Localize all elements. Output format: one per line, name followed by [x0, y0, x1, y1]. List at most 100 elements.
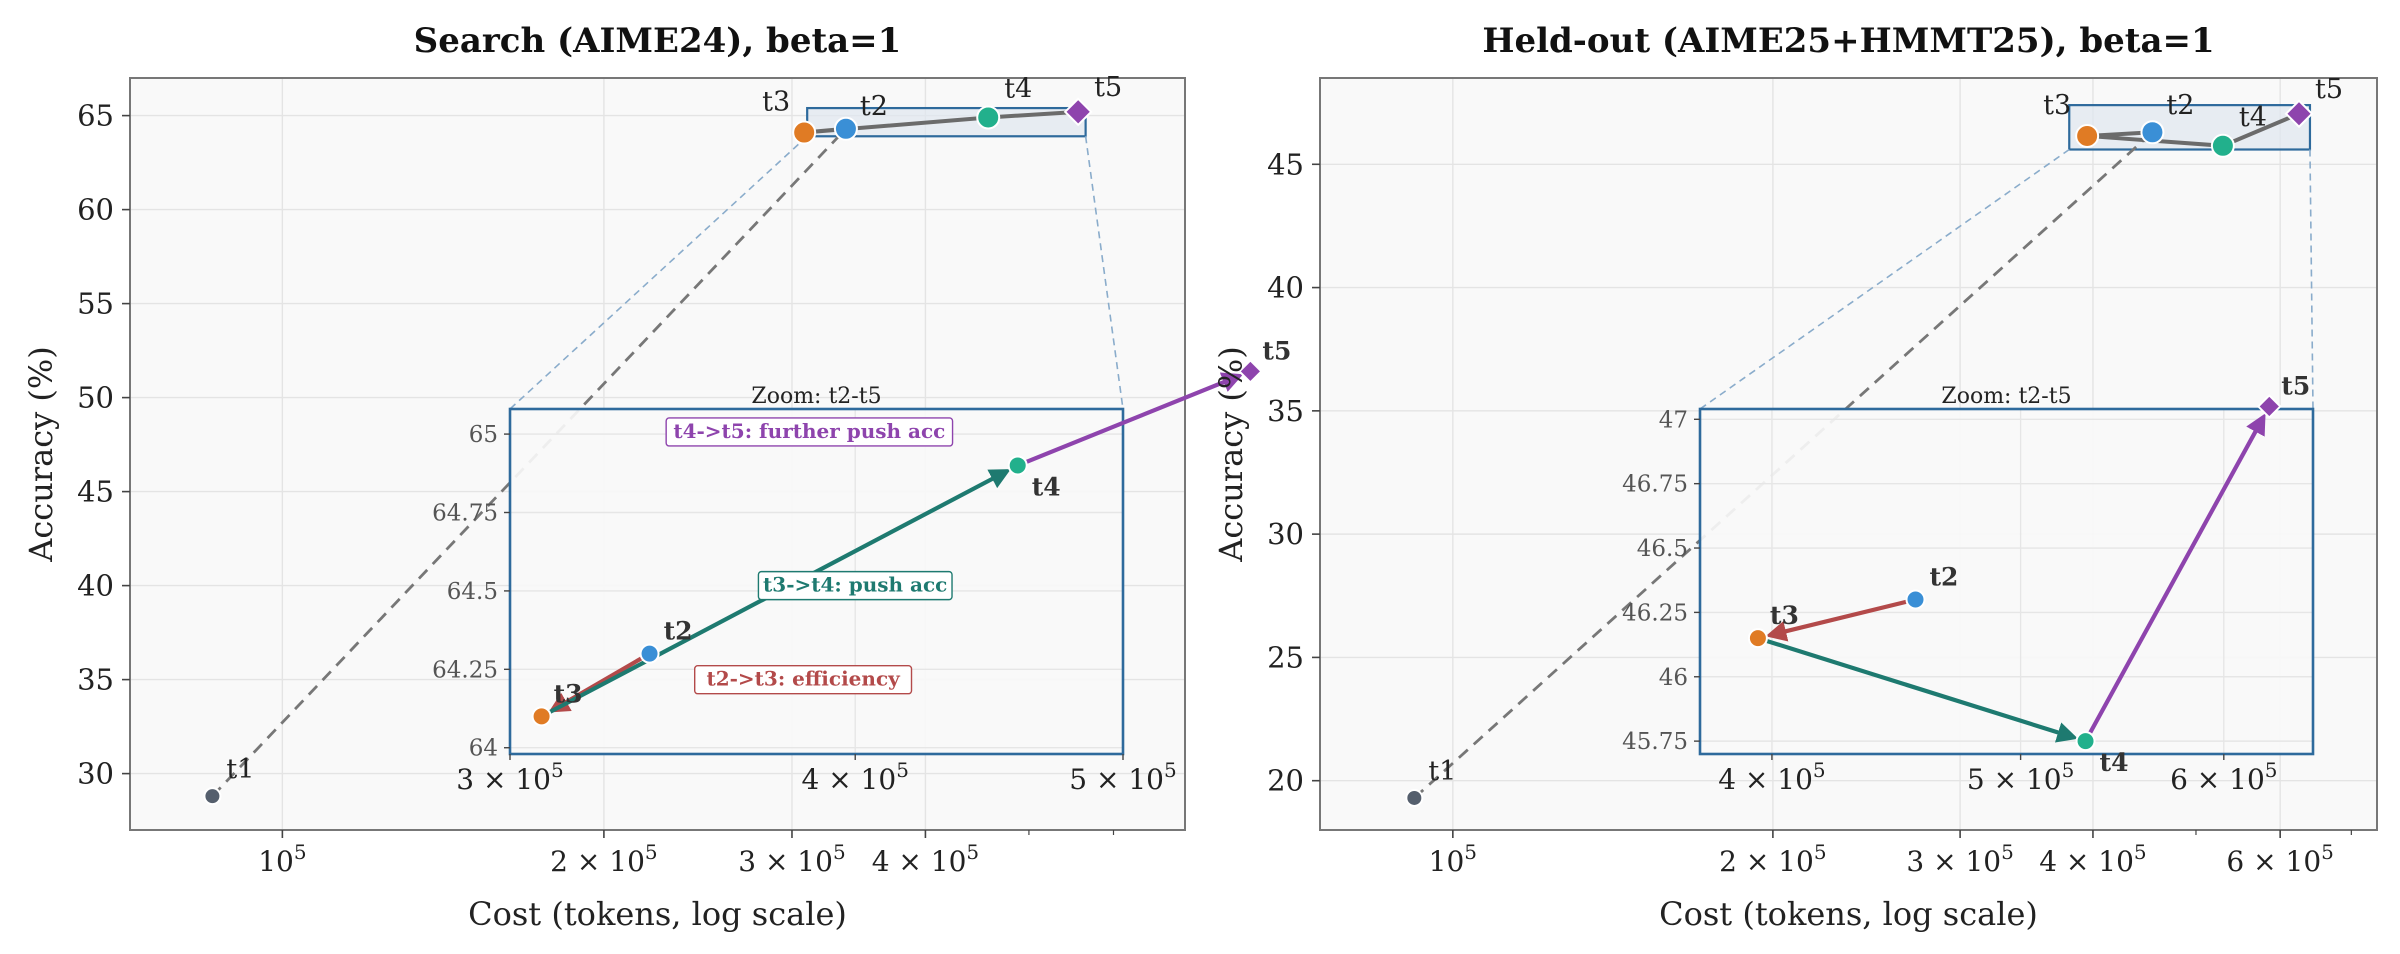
point-marker-t4	[2210, 133, 2235, 158]
point-marker-t1	[1405, 788, 1424, 807]
inset-frame	[1698, 407, 2315, 756]
inset-x-tick-label: 6 × 105	[2170, 758, 2277, 796]
y-tick-label: 35	[77, 663, 114, 697]
point-marker-t3	[792, 120, 817, 145]
zoom-connector-line	[1699, 148, 2070, 410]
annotation-label: t4->t5: further push acc	[673, 419, 945, 443]
inset-point-label-t5: t5	[2281, 371, 2310, 400]
inset-point-marker-t4	[1007, 455, 1028, 476]
x-tick-label: 3 × 105	[1906, 840, 2013, 878]
y-tick-label: 25	[1267, 640, 1304, 674]
point-marker-t3	[2075, 123, 2100, 148]
y-axis-label: Accuracy (%)	[1212, 346, 1250, 562]
inset-point-marker-t2	[1905, 589, 1926, 610]
inset-y-tick-label: 47	[1659, 407, 1688, 433]
point-label-t3: t3	[762, 87, 790, 118]
point-label-t1: t1	[226, 754, 254, 785]
axes-frame	[1319, 77, 2378, 831]
zoom-connector-line	[2309, 149, 2314, 410]
x-tick-label: 4 × 105	[2039, 840, 2146, 878]
inset-x-tick-label: 3 × 105	[456, 758, 563, 796]
inset-y-tick-label: 45.75	[1622, 729, 1688, 755]
inset-x-tick-label: 5 × 105	[1069, 758, 1176, 796]
axes-frame	[129, 77, 1186, 831]
inset-background	[1700, 409, 2313, 754]
y-tick-label: 40	[1267, 271, 1304, 305]
y-tick-label: 40	[77, 569, 114, 603]
point-label-t4: t4	[1004, 73, 1032, 104]
inset-point-marker-t5	[2256, 394, 2282, 419]
inset-y-tick-label: 46	[1659, 665, 1688, 691]
annotation-label: t2->t3: efficiency	[706, 667, 901, 691]
point-label-t3: t3	[2043, 90, 2071, 121]
point-label-t1: t1	[1428, 756, 1456, 787]
y-tick-label: 50	[77, 381, 114, 415]
inset-y-tick-label: 64.5	[447, 579, 498, 605]
point-label-t2: t2	[2166, 90, 2194, 121]
inset-y-tick-label: 46.75	[1622, 472, 1688, 498]
point-marker-t2	[833, 116, 858, 141]
y-tick-label: 60	[77, 193, 114, 227]
inset-point-marker-t5	[1237, 358, 1263, 384]
inset-y-tick-label: 46.5	[1637, 536, 1688, 562]
annotation-label: t3->t4: push acc	[763, 573, 947, 597]
x-tick-label: 2 × 105	[1719, 840, 1826, 878]
x-tick-label: 4 × 105	[872, 840, 979, 878]
inset-point-marker-t2	[639, 643, 660, 664]
x-axis-label: Cost (tokens, log scale)	[1659, 895, 2038, 933]
trajectory-line	[804, 109, 1079, 135]
inset-x-tick-label: 4 × 105	[1718, 758, 1825, 796]
x-tick-label: 105	[1429, 840, 1477, 878]
inset-point-label-t3: t3	[1770, 601, 1799, 630]
inset-point-marker-t3	[1747, 628, 1768, 649]
inset-point-label-t3: t3	[554, 679, 583, 708]
x-tick-label: 2 × 105	[550, 840, 657, 878]
point-label-t2: t2	[860, 91, 888, 122]
x-tick-label: 3 × 105	[738, 840, 845, 878]
x-tick-label: 105	[258, 840, 306, 878]
y-tick-label: 20	[1267, 764, 1304, 798]
y-tick-label: 55	[77, 287, 114, 321]
transition-arrow-t4-t5	[2086, 413, 2266, 737]
x-tick-label: 6 × 105	[2226, 840, 2333, 878]
y-tick-label: 65	[77, 99, 114, 133]
annotation-box	[665, 417, 954, 447]
x-axis-label: Cost (tokens, log scale)	[468, 895, 847, 933]
inset-point-label-t2: t2	[1930, 563, 1959, 592]
inset-point-label-t5: t5	[1262, 336, 1291, 365]
point-marker-t5	[1063, 97, 1093, 127]
inset-y-tick-label: 64	[469, 736, 498, 762]
transition-arrow-t2-t3	[1765, 598, 1911, 642]
trajectory-dashed-line	[1413, 131, 2154, 799]
point-label-t4: t4	[2239, 102, 2267, 133]
transition-arrow-t3-t4	[1763, 637, 2079, 743]
point-label-t5: t5	[1094, 72, 1122, 103]
point-marker-t5	[2284, 99, 2314, 129]
point-marker-t1	[203, 787, 222, 806]
panel-0: 105 2 × 105 3 × 105 4 × 105 30 35 40 45 50 55 60 65…	[22, 21, 1291, 933]
y-tick-label: 35	[1267, 394, 1304, 428]
inset-axes: Zoom: t2-t5 64 64.25 64.5 64.75 65 3 × 105 4 × …	[432, 336, 1291, 796]
inset-title: Zoom: t2-t5	[751, 384, 881, 409]
inset-y-tick-label: 65	[469, 422, 498, 448]
inset-point-label-t4: t4	[2100, 748, 2129, 777]
transition-arrow-t4-t5	[1022, 372, 1244, 466]
zoom-connector-line	[509, 135, 808, 410]
inset-point-marker-t4	[2075, 731, 2096, 752]
panel-1: 105 2 × 105 3 × 105 4 × 105 6 × 105 20 25 30 35 4…	[1212, 21, 2378, 933]
inset-y-tick-label: 64.75	[432, 501, 498, 527]
inset-y-tick-label: 64.25	[432, 657, 498, 683]
y-tick-label: 30	[1267, 517, 1304, 551]
inset-title: Zoom: t2-t5	[1941, 384, 2071, 409]
point-marker-t2	[2140, 120, 2165, 145]
inset-x-tick-label: 4 × 105	[801, 758, 908, 796]
annotation-box	[757, 570, 953, 601]
inset-point-label-t4: t4	[1032, 472, 1061, 501]
y-tick-label: 45	[1267, 147, 1304, 181]
inset-point-label-t2: t2	[664, 617, 693, 646]
zoom-connector-line	[1084, 136, 1124, 410]
chart-title: Held-out (AIME25+HMMT25), beta=1	[1482, 21, 2214, 61]
y-tick-label: 30	[77, 757, 114, 791]
